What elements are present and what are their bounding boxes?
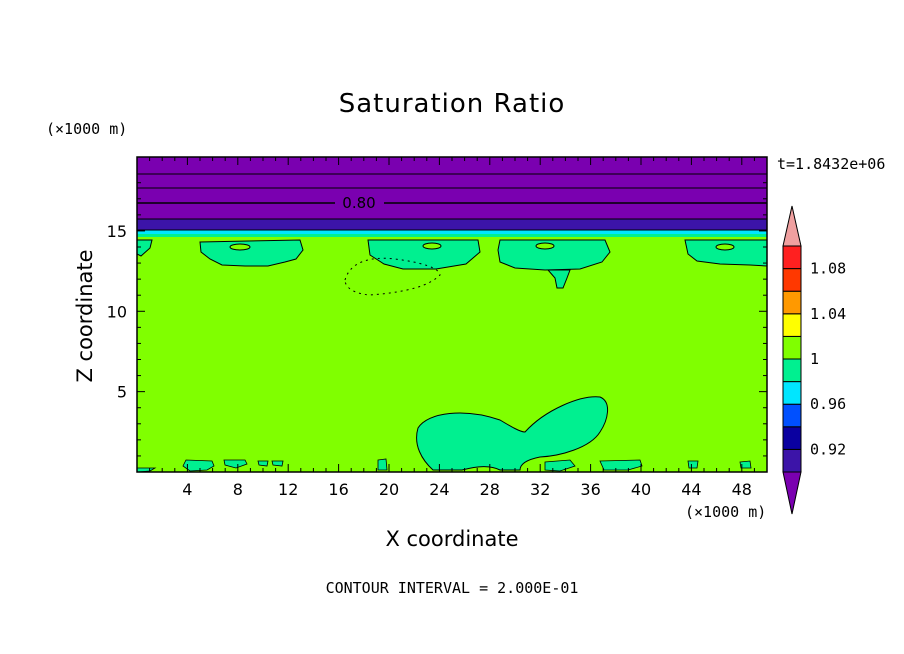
upper-saturated-patches — [136, 239, 768, 289]
colorbar-label: 1 — [810, 350, 819, 368]
fringe-patch — [223, 459, 248, 469]
x-tick-label: 48 — [732, 480, 752, 499]
patch-upper-8 — [199, 239, 304, 267]
small-contours — [229, 242, 735, 251]
colorbar-label: 1.04 — [810, 305, 846, 323]
x-tick-label: 12 — [278, 480, 298, 499]
dark-blue-band — [137, 219, 767, 230]
y-axis-unit: (×1000 m) — [46, 120, 127, 138]
x-tick-label: 16 — [328, 480, 348, 499]
contour-interval-footer: CONTOUR INTERVAL = 2.000E-01 — [326, 579, 579, 597]
x-axis-label: X coordinate — [385, 527, 518, 551]
patch-upper-34-drip — [546, 269, 571, 289]
time-label: t=1.8432e+06 — [777, 155, 885, 173]
colorbar-swatch — [782, 448, 802, 473]
y-axis-ticks: 5 10 15 — [107, 182, 767, 457]
y-axis-label: Z coordinate — [73, 249, 97, 382]
fringe-patch — [257, 460, 269, 467]
colorbar-label: 0.92 — [810, 440, 846, 458]
y-tick-label: 10 — [107, 302, 127, 321]
teal-strip — [137, 234, 767, 237]
x-tick-label: 24 — [429, 480, 449, 499]
colorbar-swatch — [782, 403, 802, 428]
colorbar: 0.92 0.96 1 1.04 1.08 — [782, 205, 846, 515]
dotted-contour — [344, 257, 441, 296]
contour-loop — [422, 242, 442, 250]
x-tick-label: 40 — [631, 480, 651, 499]
colorbar-label: 0.96 — [810, 395, 846, 413]
patch-upper-22-28 — [367, 239, 481, 270]
colorbar-min-arrow — [782, 471, 802, 515]
x-tick-label: 44 — [681, 480, 701, 499]
colorbar-label: 1.08 — [810, 260, 846, 278]
colorbar-swatch — [782, 381, 802, 405]
x-tick-label: 8 — [233, 480, 243, 499]
contour-loop — [715, 243, 735, 251]
x-tick-label: 28 — [480, 480, 500, 499]
x-tick-label: 36 — [580, 480, 600, 499]
colorbar-swatch — [782, 313, 802, 337]
contour-loop — [229, 243, 251, 251]
contour-label: 0.80 — [342, 194, 375, 212]
colorbar-swatch — [782, 268, 802, 292]
fringe-patch — [182, 459, 215, 472]
patch-lower-plume — [416, 396, 608, 471]
fringe-patch — [271, 460, 284, 467]
x-tick-label: 20 — [379, 480, 399, 499]
y-tick-label: 5 — [117, 383, 127, 402]
chart-title: Saturation Ratio — [339, 89, 566, 119]
fringe-patch — [377, 458, 388, 471]
fringe-patch — [687, 460, 699, 469]
contour-loop — [535, 242, 555, 250]
colorbar-swatch — [782, 245, 802, 270]
x-axis-ticks: 4 8 12 16 20 24 28 32 36 40 44 48 — [149, 157, 755, 499]
colorbar-swatch — [782, 358, 802, 383]
x-tick-label: 4 — [182, 480, 192, 499]
colorbar-swatch — [782, 426, 802, 450]
y-tick-label: 15 — [107, 222, 127, 241]
contour-plot-area: 0.80 — [136, 156, 768, 473]
colorbar-swatch — [782, 335, 802, 360]
colorbar-max-arrow — [782, 205, 802, 247]
x-axis-unit: (×1000 m) — [685, 503, 766, 521]
x-tick-label: 32 — [530, 480, 550, 499]
fringe-patch — [739, 460, 752, 469]
cyan-band — [137, 230, 767, 234]
colorbar-swatch — [782, 290, 802, 315]
